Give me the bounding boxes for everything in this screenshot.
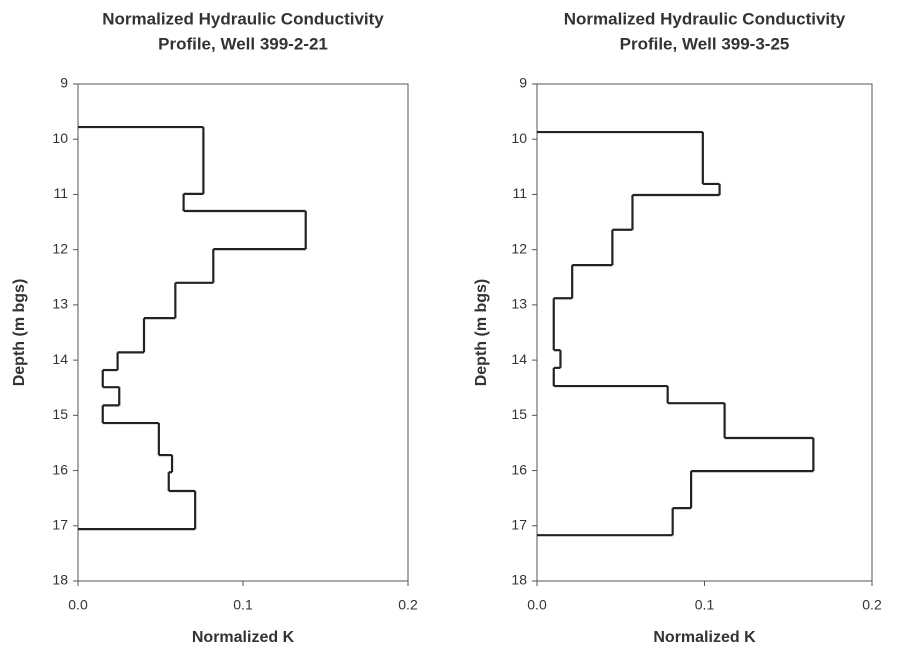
x-tick-label: 0.2 — [862, 597, 882, 613]
x-axis-label: Normalized K — [653, 629, 756, 646]
x-axis-label: Normalized K — [192, 629, 295, 646]
y-tick-label: 13 — [52, 296, 68, 312]
y-tick-label: 13 — [511, 296, 527, 312]
y-tick-label: 14 — [52, 351, 68, 367]
chart-title: Profile, Well 399-3-25 — [620, 34, 790, 53]
plot-frame — [77, 83, 409, 582]
y-tick-label: 11 — [512, 185, 527, 201]
y-tick-label: 14 — [511, 351, 527, 367]
x-tick-label: 0.0 — [68, 597, 88, 613]
chart-title: Normalized Hydraulic Conductivity — [564, 9, 846, 28]
y-tick-label: 18 — [511, 572, 527, 588]
x-tick-label: 0.0 — [527, 597, 547, 613]
chart-title: Normalized Hydraulic Conductivity — [102, 9, 384, 28]
y-tick-label: 12 — [52, 240, 68, 256]
y-tick-label: 18 — [52, 572, 68, 588]
y-tick-label: 15 — [511, 406, 527, 422]
y-tick-label: 15 — [52, 406, 68, 422]
y-tick-label: 10 — [511, 130, 527, 146]
y-tick-label: 16 — [52, 461, 68, 477]
y-tick-label: 17 — [511, 516, 527, 532]
y-tick-label: 9 — [519, 75, 527, 91]
y-tick-label: 11 — [53, 185, 68, 201]
x-tick-label: 0.1 — [233, 597, 253, 613]
x-tick-label: 0.2 — [398, 597, 418, 613]
y-axis-label: Depth (m bgs) — [11, 279, 28, 387]
y-tick-label: 12 — [511, 240, 527, 256]
x-tick-label: 0.1 — [695, 597, 715, 613]
plot-frame — [536, 83, 873, 582]
y-tick-label: 17 — [52, 516, 68, 532]
chart-title: Profile, Well 399-2-21 — [158, 34, 328, 53]
y-tick-label: 16 — [511, 461, 527, 477]
y-tick-label: 10 — [52, 130, 68, 146]
y-tick-label: 9 — [60, 75, 68, 91]
y-axis-label: Depth (m bgs) — [473, 279, 490, 387]
